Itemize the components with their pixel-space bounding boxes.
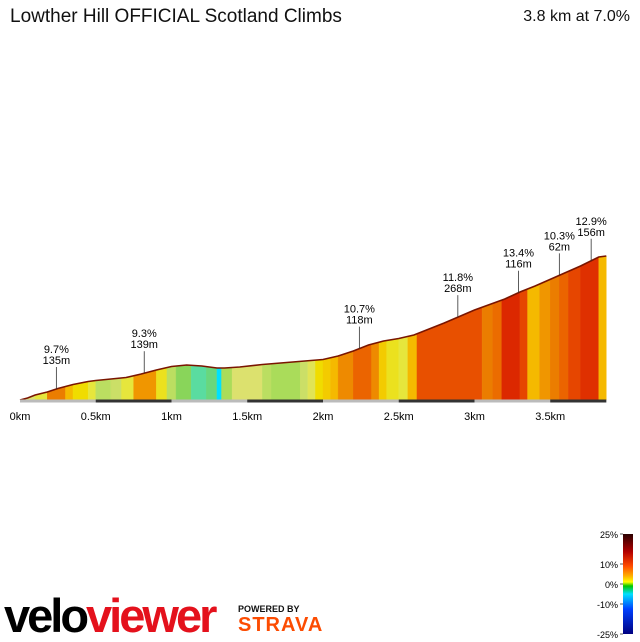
annotation-grade: 9.3% (132, 328, 157, 340)
grade-segment (216, 367, 222, 401)
annotation-length: 62m (549, 241, 570, 253)
grade-segment (501, 291, 521, 401)
grade-segment (527, 283, 540, 401)
annotation-length: 135m (43, 355, 71, 367)
x-tick-label: 3.5km (535, 411, 565, 423)
grade-segment (156, 367, 168, 401)
grade-segment (322, 357, 331, 401)
annotation-grade: 13.4% (503, 248, 534, 260)
x-tick-label: 2km (313, 411, 334, 423)
powered-by-label: POWERED BY (238, 604, 300, 614)
elevation-profile-chart: 0km 0.5km 1km 1.5km 2km 2.5km 3km 3.5km 9.7%135… (10, 216, 607, 423)
grade-segment (175, 364, 192, 401)
grade-segments (19, 255, 607, 401)
legend-tick-label: 0% (605, 580, 618, 590)
grade-segment (598, 255, 607, 401)
x-tick-label: 1km (161, 411, 182, 423)
annotation-length: 139m (130, 339, 158, 351)
grade-segment (337, 350, 354, 401)
grade-segment (231, 364, 263, 401)
x-tick-label: 3km (464, 411, 485, 423)
grade-segment (386, 338, 399, 401)
x-tick-label: 0.5km (81, 411, 111, 423)
annotation-length: 118m (346, 315, 373, 327)
logo-part-velo: velo (4, 589, 89, 642)
chart-title: Lowther Hill OFFICIAL Scotland Climbs (10, 6, 342, 27)
grade-segment (559, 271, 569, 401)
logo-part-viewer: viewer (86, 589, 217, 642)
grade-segment (121, 375, 134, 401)
legend-tick-label: 25% (600, 530, 618, 540)
profile-outline (19, 255, 607, 401)
x-tick-label: 2.5km (384, 411, 414, 423)
grade-segment (371, 341, 380, 401)
grade-segment (539, 279, 551, 401)
grade-segment (550, 275, 560, 401)
grade-segment (353, 343, 372, 401)
x-tick-label: 0km (10, 411, 31, 423)
grade-segment (407, 333, 418, 401)
legend-tick-label: 10% (600, 560, 618, 570)
gradient-legend: 25% 10% 0% -10% -25% (597, 530, 633, 640)
grade-segment (580, 256, 599, 401)
grade-segment (166, 365, 177, 401)
legend-color-bar (623, 534, 633, 634)
annotation-grade: 10.7% (344, 304, 375, 316)
annotation-length: 156m (577, 227, 605, 239)
grade-segment (271, 361, 301, 401)
annotation-grade: 12.9% (576, 216, 607, 228)
x-tick-label: 1.5km (232, 411, 262, 423)
grade-segment (568, 265, 581, 401)
grade-segment (95, 378, 112, 401)
veloviewer-logo: veloviewer (4, 589, 217, 642)
legend-ticks: 25% 10% 0% -10% -25% (597, 530, 623, 640)
annotation-length: 268m (444, 283, 472, 295)
legend-tick-label: -25% (597, 630, 618, 640)
annotation-grade: 10.3% (544, 230, 575, 242)
grade-segment (300, 360, 309, 401)
x-axis-ticks: 0km 0.5km 1km 1.5km 2km 2.5km 3km 3.5km (10, 411, 566, 423)
grade-segment (307, 359, 316, 401)
segment-annotations: 9.7%135m9.3%139m10.7%118m11.8%268m13.4%1… (43, 216, 607, 389)
grade-segment (190, 365, 207, 401)
grade-segment (481, 303, 493, 401)
annotation-grade: 9.7% (44, 344, 69, 356)
annotation-grade: 11.8% (443, 272, 474, 284)
grade-segment (492, 299, 502, 401)
grade-segment (519, 288, 528, 401)
climb-summary: 3.8 km at 7.0% (523, 8, 630, 25)
grade-segment (315, 359, 324, 401)
grade-segment (378, 340, 387, 401)
grade-segment (398, 336, 409, 401)
grade-segment (221, 367, 233, 401)
strava-logo: STRAVA (238, 614, 324, 636)
grade-segment (262, 363, 272, 401)
grade-segment (330, 355, 339, 401)
grade-segment (110, 377, 122, 401)
legend-tick-label: -10% (597, 600, 618, 610)
annotation-length: 116m (505, 259, 532, 271)
grade-segment (87, 380, 96, 401)
grade-segment (206, 366, 218, 401)
